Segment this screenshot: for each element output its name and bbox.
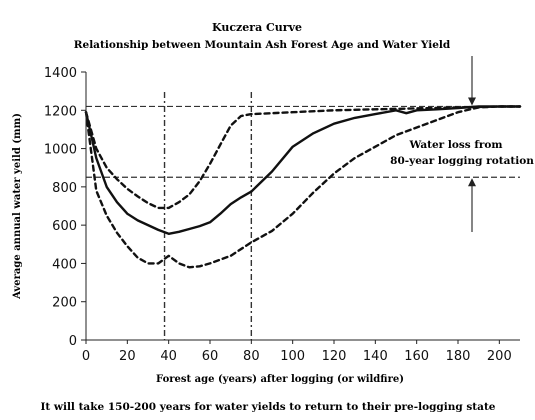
x-tick-label: 20	[119, 349, 136, 364]
water-loss-annotation-line1: Water loss from	[408, 139, 502, 151]
x-tick-label: 40	[160, 349, 177, 364]
series-lines	[84, 105, 522, 269]
y-tick-label: 1400	[44, 66, 77, 81]
arrow-lower-head	[468, 178, 476, 187]
x-tick-label: 0	[82, 349, 90, 364]
water-yield-bound-line-1	[84, 105, 522, 210]
y-tick-label: 400	[52, 257, 77, 272]
water-yield-bound-line-2	[84, 105, 522, 269]
x-tick-label: 200	[487, 349, 512, 364]
y-tick-label: 1000	[44, 143, 77, 158]
water-loss-annotation-line2: 80-year logging rotation	[390, 155, 534, 167]
reference-lines	[86, 92, 520, 340]
water-loss-arrows	[468, 56, 476, 232]
chart-subtitle: Relationship between Mountain Ash Forest…	[74, 39, 451, 51]
x-tick-label: 180	[446, 349, 471, 364]
y-tick-label: 600	[52, 219, 77, 234]
y-axis-label: Average annual water yeild (mm)	[12, 113, 23, 300]
y-tick-label: 800	[52, 181, 77, 196]
x-tick-label: 160	[404, 349, 429, 364]
arrow-upper-head	[468, 97, 476, 106]
x-tick-label: 100	[280, 349, 305, 364]
y-axis-ticks: 0 200 400 600 800 1000 1200 1400	[44, 66, 86, 349]
mean-water-yield-line	[84, 105, 522, 235]
x-axis-ticks: 0 20 40 60 80 100 120 140 160 180 200	[82, 340, 512, 364]
y-tick-label: 0	[69, 334, 77, 349]
chart-title: Kuczera Curve	[212, 21, 302, 34]
chart-caption: It will take 150-200 years for water yie…	[41, 401, 496, 413]
y-tick-label: 200	[52, 296, 77, 311]
x-tick-label: 120	[322, 349, 347, 364]
x-tick-label: 140	[363, 349, 388, 364]
x-axis-label: Forest age (years) after logging (or wil…	[156, 374, 404, 385]
x-tick-label: 60	[202, 349, 219, 364]
y-tick-label: 1200	[44, 104, 77, 119]
x-tick-label: 80	[243, 349, 260, 364]
